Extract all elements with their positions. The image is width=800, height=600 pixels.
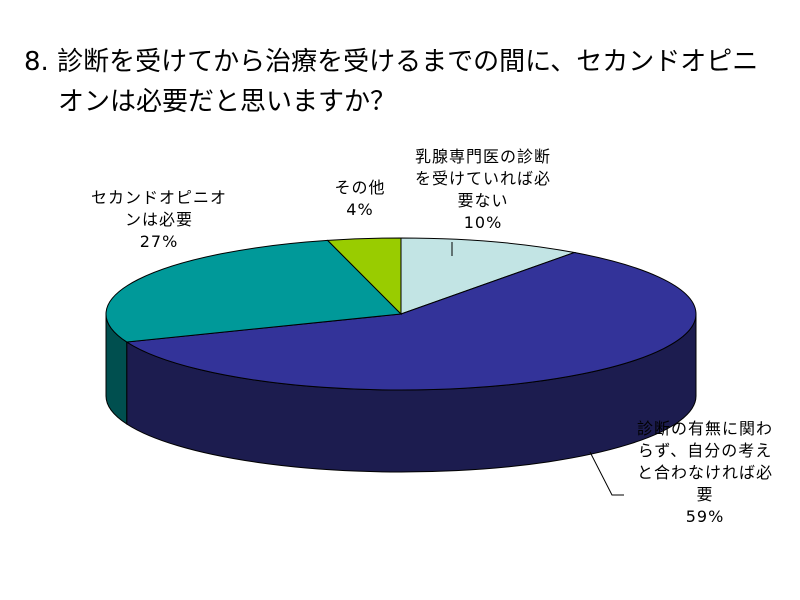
data-label-other: その他 4% (314, 177, 406, 221)
slice-label-other: その他 (334, 178, 386, 197)
chart-title-line2: オンは必要だと思いますか？ (58, 87, 397, 117)
pie-slice-needed-if-mismatch (125, 251, 697, 391)
leader-lines (451, 242, 624, 496)
pie-slices (105, 237, 697, 391)
slice-value-second-opinion-needed: 27% (139, 232, 179, 251)
pie-slice-not-needed (400, 237, 577, 315)
data-label-not-needed: 乳腺専門医の診断を受けていれば必要ない 10% (408, 146, 558, 234)
data-label-needed-if-mismatch: 診断の有無に関わらず、自分の考えと合わなければ必要 59% (630, 418, 780, 528)
pie-slice-second-opinion-needed (105, 239, 403, 343)
slice-value-other: 4% (346, 200, 374, 219)
slice-value-not-needed: 10% (463, 213, 503, 232)
slice-label-needed-if-mismatch: 診断の有無に関わらず、自分の考えと合わなければ必要 (636, 419, 773, 504)
slice-label-not-needed: 乳腺専門医の診断を受けていれば必要ない (414, 147, 551, 210)
chart-title: 8. 診断を受けてから治療を受けるまでの間に、セカンドオピニ オンは必要だと思い… (24, 42, 784, 122)
pie-side-walls (105, 313, 697, 473)
slice-label-second-opinion-needed: セカンドオピニオンは必要 (90, 188, 227, 229)
slice-value-needed-if-mismatch: 59% (685, 507, 725, 526)
pie-slice-other (326, 237, 402, 316)
data-label-second-opinion-needed: セカンドオピニオンは必要 27% (84, 187, 234, 253)
chart-title-line1: 8. 診断を受けてから治療を受けるまでの間に、セカンドオピニ (24, 47, 759, 77)
leader-line-needed-if-mismatch (589, 451, 624, 496)
